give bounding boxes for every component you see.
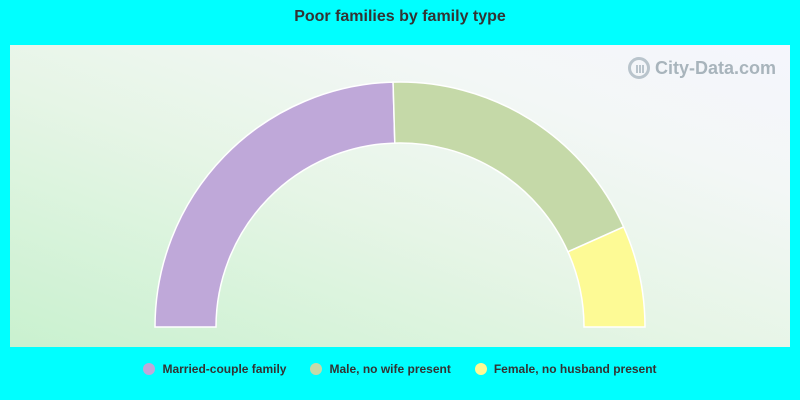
city-data-logo-icon bbox=[627, 57, 650, 79]
legend-swatch bbox=[143, 363, 156, 375]
legend-label: Male, no wife present bbox=[329, 362, 451, 376]
legend-swatch bbox=[310, 363, 323, 375]
slice-married-couple-family[interactable] bbox=[154, 81, 396, 328]
legend-item[interactable]: Male, no wife present bbox=[310, 362, 451, 376]
chart-title: Poor families by family type bbox=[294, 8, 506, 25]
legend-item[interactable]: Female, no husband present bbox=[474, 362, 657, 376]
slice-female-no-husband-present[interactable] bbox=[566, 225, 646, 328]
half-donut-chart bbox=[154, 81, 646, 328]
legend: Married-couple family Male, no wife prese… bbox=[0, 362, 800, 376]
watermark-text: City-Data.com bbox=[654, 57, 776, 78]
legend-swatch bbox=[474, 363, 487, 375]
legend-item[interactable]: Married-couple family bbox=[143, 362, 286, 376]
legend-label: Married-couple family bbox=[162, 362, 287, 376]
legend-label: Female, no husband present bbox=[493, 362, 657, 376]
plot-area: City-Data.com bbox=[10, 45, 790, 347]
watermark: City-Data.com bbox=[627, 57, 776, 79]
slice-male-no-wife-present[interactable] bbox=[392, 81, 625, 253]
